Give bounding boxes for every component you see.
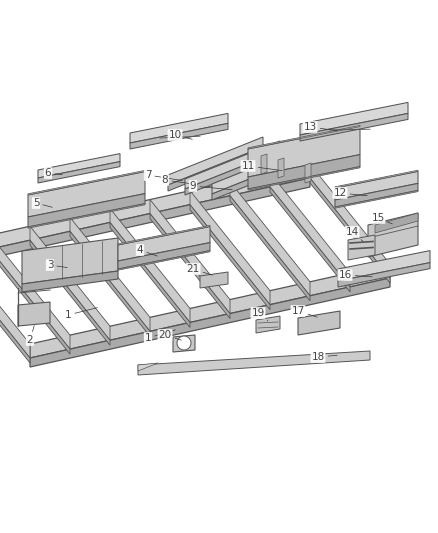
Polygon shape xyxy=(0,258,30,363)
Polygon shape xyxy=(38,161,120,183)
Polygon shape xyxy=(118,251,210,270)
Polygon shape xyxy=(0,249,70,354)
Text: 15: 15 xyxy=(371,213,392,224)
Text: 19: 19 xyxy=(251,308,268,321)
Text: 3: 3 xyxy=(47,260,67,270)
Polygon shape xyxy=(185,141,280,189)
Polygon shape xyxy=(38,154,120,178)
Polygon shape xyxy=(0,235,70,349)
Polygon shape xyxy=(130,114,228,143)
Polygon shape xyxy=(22,271,118,292)
Text: 12: 12 xyxy=(333,188,367,198)
Polygon shape xyxy=(190,191,270,305)
Polygon shape xyxy=(70,217,150,332)
Polygon shape xyxy=(248,167,360,190)
Polygon shape xyxy=(150,214,230,319)
Polygon shape xyxy=(305,163,311,183)
Polygon shape xyxy=(28,204,145,228)
Polygon shape xyxy=(248,125,360,149)
Text: 1: 1 xyxy=(145,330,175,343)
Polygon shape xyxy=(150,199,230,313)
Polygon shape xyxy=(310,178,390,283)
Text: 21: 21 xyxy=(187,264,212,275)
Polygon shape xyxy=(30,226,110,340)
Polygon shape xyxy=(0,178,310,267)
Polygon shape xyxy=(270,187,350,292)
Polygon shape xyxy=(256,316,280,333)
Polygon shape xyxy=(30,264,390,358)
Text: 11: 11 xyxy=(241,161,282,171)
Polygon shape xyxy=(0,244,30,358)
Polygon shape xyxy=(278,158,284,178)
Text: 20: 20 xyxy=(159,330,181,340)
Polygon shape xyxy=(335,190,418,208)
Polygon shape xyxy=(18,302,50,326)
Polygon shape xyxy=(118,227,210,261)
Polygon shape xyxy=(310,164,390,278)
Polygon shape xyxy=(118,243,210,269)
Polygon shape xyxy=(300,114,408,141)
Text: 5: 5 xyxy=(33,198,52,208)
Polygon shape xyxy=(130,124,228,149)
Polygon shape xyxy=(0,164,310,258)
Polygon shape xyxy=(30,278,390,367)
Polygon shape xyxy=(70,231,150,336)
Text: 9: 9 xyxy=(190,181,232,191)
Polygon shape xyxy=(138,363,158,371)
Polygon shape xyxy=(173,335,195,352)
Polygon shape xyxy=(338,251,430,281)
Polygon shape xyxy=(338,263,430,287)
Polygon shape xyxy=(168,147,263,191)
Text: 8: 8 xyxy=(162,175,197,185)
Polygon shape xyxy=(248,155,360,189)
Text: 13: 13 xyxy=(304,122,337,132)
Polygon shape xyxy=(335,172,418,200)
Polygon shape xyxy=(230,196,310,301)
Polygon shape xyxy=(300,102,408,135)
Circle shape xyxy=(177,336,191,350)
Text: 10: 10 xyxy=(169,130,192,140)
Polygon shape xyxy=(30,240,110,345)
Polygon shape xyxy=(212,156,307,200)
Polygon shape xyxy=(348,235,375,260)
Polygon shape xyxy=(298,311,340,335)
Polygon shape xyxy=(22,238,118,284)
Polygon shape xyxy=(190,205,270,310)
Polygon shape xyxy=(212,146,307,194)
Text: 1: 1 xyxy=(65,308,97,320)
Polygon shape xyxy=(261,154,267,174)
Polygon shape xyxy=(335,183,418,207)
Text: 7: 7 xyxy=(145,170,182,181)
Polygon shape xyxy=(28,171,145,195)
Text: 18: 18 xyxy=(311,352,337,362)
Text: 2: 2 xyxy=(27,326,34,345)
Polygon shape xyxy=(28,172,145,217)
Polygon shape xyxy=(248,127,360,177)
Text: 17: 17 xyxy=(291,306,318,317)
Polygon shape xyxy=(28,193,145,227)
Polygon shape xyxy=(375,213,418,233)
Text: 14: 14 xyxy=(346,227,363,241)
Polygon shape xyxy=(200,272,228,288)
Text: 4: 4 xyxy=(137,245,157,256)
Polygon shape xyxy=(168,137,263,185)
Polygon shape xyxy=(118,225,210,245)
Polygon shape xyxy=(110,222,190,327)
Text: 6: 6 xyxy=(45,168,62,178)
Polygon shape xyxy=(110,208,190,322)
Text: 16: 16 xyxy=(339,270,372,280)
Polygon shape xyxy=(335,170,418,188)
Polygon shape xyxy=(270,173,350,287)
Polygon shape xyxy=(185,151,280,195)
Polygon shape xyxy=(368,213,418,257)
Polygon shape xyxy=(230,182,310,296)
Polygon shape xyxy=(138,351,370,375)
